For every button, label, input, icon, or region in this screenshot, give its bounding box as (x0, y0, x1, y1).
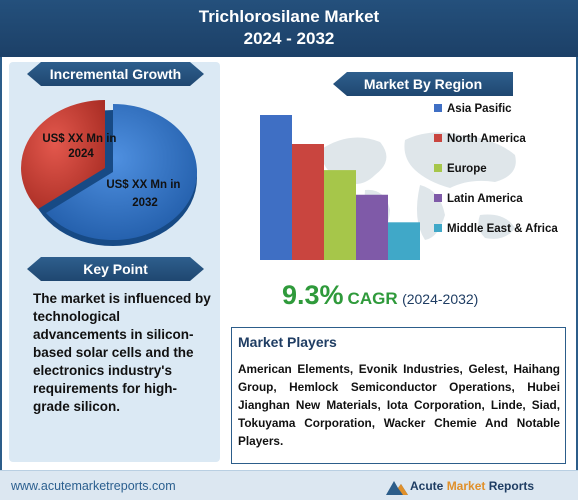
legend-swatch (434, 164, 442, 172)
bar-latin-america (356, 194, 388, 260)
market-players-box: Market Players American Elements, Evonik… (231, 327, 566, 464)
legend-swatch (434, 104, 442, 112)
market-players-heading: Market Players (238, 334, 337, 350)
pie-label-2032-line2: 2032 (132, 197, 158, 209)
bar-asia-pasific (260, 115, 292, 260)
bar-europe (324, 170, 356, 260)
cagr-block: 9.3% CAGR (2024-2032) (282, 280, 562, 311)
pie-label-2032: US$ XX Mn in 2032 (106, 179, 183, 209)
key-point-text: The market is influenced by technologica… (33, 291, 211, 414)
footer-brand-part3: Reports (488, 479, 535, 493)
cagr-label: CAGR (347, 289, 398, 308)
pie-label-2032-line1: US$ XX Mn in (106, 179, 180, 191)
incremental-growth-heading: Incremental Growth (27, 62, 204, 86)
legend-label: Asia Pasific (447, 103, 512, 115)
legend-label: Europe (447, 163, 487, 175)
pie-label-2024: US$ XX Mn in 2024 (42, 133, 119, 160)
footer-brand-part2: Market (446, 479, 486, 493)
footer: www.acutemarketreports.com Acute Market … (0, 470, 578, 500)
cagr-value: 9.3% (282, 280, 344, 310)
legend-label: North America (447, 133, 526, 145)
legend-swatch (434, 224, 442, 232)
page-period: 2024 - 2032 (243, 29, 335, 48)
incremental-growth-pie: US$ XX Mn in 2024 US$ XX Mn in 2032 (13, 92, 213, 252)
legend-swatch (434, 194, 442, 202)
market-players-text: American Elements, Evonik Industries, Ge… (238, 362, 560, 448)
pie-label-2024-line1: US$ XX Mn in (42, 133, 116, 145)
market-by-region-heading: Market By Region (333, 72, 513, 96)
pie-chart: US$ XX Mn in 2024 US$ XX Mn in 2032 (21, 100, 198, 246)
footer-brand-part1: Acute (410, 479, 444, 493)
key-point-heading: Key Point (27, 257, 204, 281)
brand-logo-icon (386, 481, 408, 495)
footer-brand: Acute Market Reports (410, 479, 534, 493)
pie-slice-2024 (21, 100, 105, 209)
cagr-period: (2024-2032) (402, 291, 479, 307)
footer-website-link[interactable]: www.acutemarketreports.com (11, 479, 176, 493)
bars-area: Asia Pasific North America Europe Latin Ame… (260, 103, 558, 260)
page-title: Trichlorosilane Market (198, 7, 380, 26)
bar-middle-east-africa (388, 222, 420, 260)
legend-label: Middle East & Africa (447, 223, 558, 235)
pie-slice-2032 (46, 104, 198, 240)
pie-label-2024-line2: 2024 (68, 148, 94, 160)
region-chart: Asia Pasific North America Europe Latin Ame… (250, 100, 570, 265)
legend-swatch (434, 134, 442, 142)
legend-label: Latin America (447, 193, 523, 205)
bar-north-america (292, 144, 324, 260)
page-header: Trichlorosilane Market 2024 - 2032 (0, 0, 578, 57)
